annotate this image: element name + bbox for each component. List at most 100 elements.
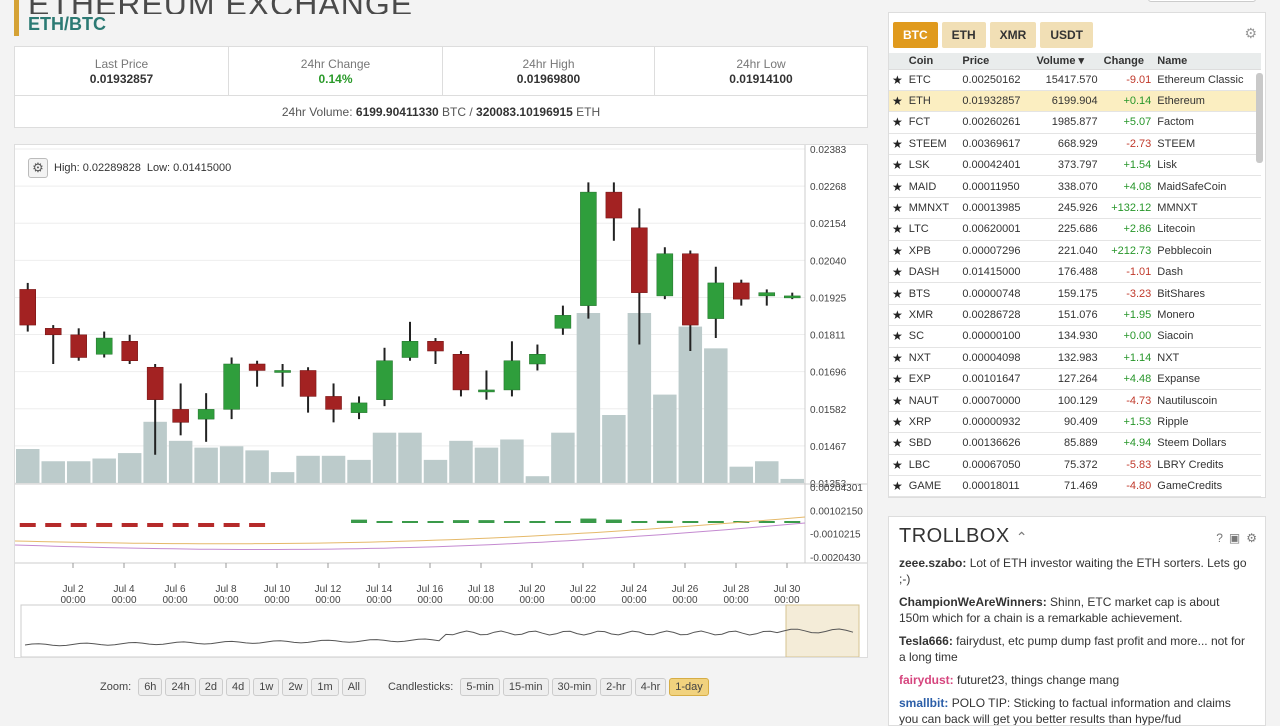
candle-5min-button[interactable]: 5-min (460, 678, 500, 696)
chat-username[interactable]: zeee.szabo: (899, 556, 967, 570)
star-icon[interactable]: ★ (889, 218, 906, 241)
table-row[interactable]: ★ BTS 0.00000748 159.175 -3.23 BitShares (889, 282, 1261, 305)
zoom-1m-button[interactable]: 1m (311, 678, 339, 696)
chat-username[interactable]: ChampionWeAreWinners: (899, 595, 1047, 609)
table-row[interactable]: ★ SBD 0.00136626 85.889 +4.94 Steem Dollars (889, 432, 1261, 455)
table-row[interactable]: ★ GAME 0.00018011 71.469 -4.80 GameCredits (889, 475, 1261, 497)
star-icon[interactable]: ★ (889, 325, 906, 348)
column-header-change[interactable]: Change (1100, 53, 1155, 70)
candle-1day-button[interactable]: 1-day (669, 678, 709, 696)
price-chart[interactable]: 0.02383 0.02268 0.02154 0.02040 0.01925 0.018… (14, 144, 868, 658)
table-row[interactable]: ★ XRP 0.00000932 90.409 +1.53 Ripple (889, 411, 1261, 434)
candle-body (44, 328, 62, 336)
table-row[interactable]: ★ MAID 0.00011950 338.070 +4.08 MaidSafeCoin (889, 175, 1261, 198)
star-icon[interactable]: ★ (889, 154, 906, 177)
candle-4hr-button[interactable]: 4-hr (634, 678, 667, 696)
star-icon[interactable]: ★ (889, 304, 906, 327)
help-icon[interactable]: ? (1216, 531, 1223, 545)
star-icon[interactable]: ★ (889, 111, 906, 134)
column-header-volume[interactable]: Volume ▾ (1033, 53, 1101, 70)
gear-icon[interactable]: ⚙ (1246, 531, 1257, 545)
macd-bar (147, 523, 164, 527)
table-row[interactable]: ★ SC 0.00000100 134.930 +0.00 Siacoin (889, 325, 1261, 348)
star-icon[interactable]: ★ (889, 389, 906, 412)
column-header-coin[interactable]: Coin (905, 53, 960, 70)
column-header-price[interactable]: Price (959, 53, 1034, 70)
star-icon[interactable]: ★ (889, 133, 906, 156)
trollbox-panel: TROLLBOX ⌃ ? ▣ ⚙ zeee.szabo: Lot of ETH … (888, 516, 1266, 726)
volume-bar (347, 459, 371, 483)
name-cell: Expanse (1154, 368, 1261, 391)
markets-panel: BTC ETH XMR USDT ⚙ Coin Price Volume ▾ C… (888, 12, 1266, 498)
table-row[interactable]: ★ MMNXT 0.00013985 245.926 +132.12 MMNXT (889, 197, 1261, 220)
gear-icon[interactable]: ⚙ (1244, 25, 1257, 41)
search-input[interactable] (1148, 0, 1256, 2)
column-header-name[interactable]: Name (1154, 53, 1261, 70)
star-icon[interactable]: ★ (889, 197, 906, 220)
price-tick-label: 0.02154 (810, 219, 847, 230)
table-row[interactable]: ★ ETH 0.01932857 6199.904 +0.14 Ethereum (889, 90, 1261, 113)
volume-bar (41, 461, 65, 483)
table-row[interactable]: ★ DASH 0.01415000 176.488 -1.01 Dash (889, 261, 1261, 284)
candle-body (503, 360, 521, 391)
name-cell: MaidSafeCoin (1154, 175, 1261, 198)
candle-15min-button[interactable]: 15-min (502, 678, 549, 696)
star-icon[interactable]: ★ (889, 69, 906, 91)
zoom-2w-button[interactable]: 2w (282, 678, 309, 696)
table-row[interactable]: ★ LSK 0.00042401 373.797 +1.54 Lisk (889, 154, 1261, 177)
table-row[interactable]: ★ NAUT 0.00070000 100.129 -4.73 Nautiluscoin (889, 389, 1261, 412)
star-icon[interactable]: ★ (889, 368, 906, 391)
star-icon[interactable]: ★ (889, 175, 906, 198)
zoom-24h-button[interactable]: 24h (165, 678, 196, 696)
table-row[interactable]: ★ LTC 0.00620001 225.686 +2.86 Litecoin (889, 218, 1261, 241)
popout-icon[interactable]: ▣ (1228, 531, 1241, 545)
coin-cell: XMR (905, 304, 960, 327)
star-icon[interactable]: ★ (889, 432, 906, 455)
zoom-4d-button[interactable]: 4d (226, 678, 251, 696)
star-icon[interactable]: ★ (889, 240, 906, 263)
star-icon[interactable]: ★ (889, 347, 906, 369)
candle-body (758, 292, 776, 297)
chat-username[interactable]: smallbit: (899, 696, 949, 710)
trollbox-icons: ? ▣ ⚙ (1216, 531, 1257, 545)
table-row[interactable]: ★ EXP 0.00101647 127.264 +4.48 Expanse (889, 368, 1261, 391)
chat-username[interactable]: Tesla666: (899, 634, 953, 648)
volume-cell: 225.686 (1033, 218, 1101, 241)
star-icon[interactable]: ★ (889, 411, 906, 434)
star-icon[interactable]: ★ (889, 261, 906, 284)
zoom-all-button[interactable]: All (341, 678, 366, 696)
tab-btc[interactable]: BTC (893, 22, 938, 48)
table-row[interactable]: ★ LBC 0.00067050 75.372 -5.83 LBRY Credits (889, 454, 1261, 476)
table-row[interactable]: ★ XMR 0.00286728 151.076 +1.95 Monero (889, 304, 1261, 327)
candle-30min-button[interactable]: 30-min (551, 678, 598, 696)
table-row[interactable]: ★ STEEM 0.00369617 668.929 -2.73 STEEM (889, 133, 1261, 156)
zoom-6h-button[interactable]: 6h (138, 678, 163, 696)
volume-eth-unit: ETH (576, 105, 601, 119)
candle-body (478, 389, 495, 393)
star-icon[interactable]: ★ (889, 475, 906, 497)
stat-last-price: Last Price 0.01932857 (15, 47, 229, 95)
volume-cell: 85.889 (1033, 432, 1101, 455)
candle-body (554, 315, 572, 329)
chevron-up-icon[interactable]: ⌃ (1015, 529, 1028, 545)
star-icon[interactable]: ★ (889, 282, 906, 305)
price-cell: 0.00042401 (959, 154, 1034, 177)
chart-high-label: High: 0.02289828 (54, 162, 141, 174)
table-row[interactable]: ★ ETC 0.00250162 15417.570 -9.01 Ethereum Cla… (889, 69, 1261, 91)
tab-xmr[interactable]: XMR (989, 22, 1037, 48)
table-row[interactable]: ★ NXT 0.00004098 132.983 +1.14 NXT (889, 347, 1261, 369)
star-icon[interactable]: ★ (889, 454, 906, 476)
scrollbar[interactable] (1256, 73, 1263, 163)
zoom-2d-button[interactable]: 2d (198, 678, 224, 696)
candle-2hr-button[interactable]: 2-hr (600, 678, 632, 696)
tab-usdt[interactable]: USDT (1040, 22, 1094, 48)
table-row[interactable]: ★ XPB 0.00007296 221.040 +212.73 Pebblecoin (889, 240, 1261, 263)
tab-eth[interactable]: ETH (941, 22, 986, 48)
table-row[interactable]: ★ FCT 0.00260261 1985.877 +5.07 Factom (889, 111, 1261, 134)
chat-username[interactable]: fairydust: (899, 673, 954, 687)
gear-icon[interactable]: ⚙ (28, 158, 48, 178)
candle-body (452, 354, 470, 391)
stat-label: 24hr High (522, 57, 575, 71)
star-icon[interactable]: ★ (889, 90, 906, 113)
zoom-1w-button[interactable]: 1w (253, 678, 280, 696)
